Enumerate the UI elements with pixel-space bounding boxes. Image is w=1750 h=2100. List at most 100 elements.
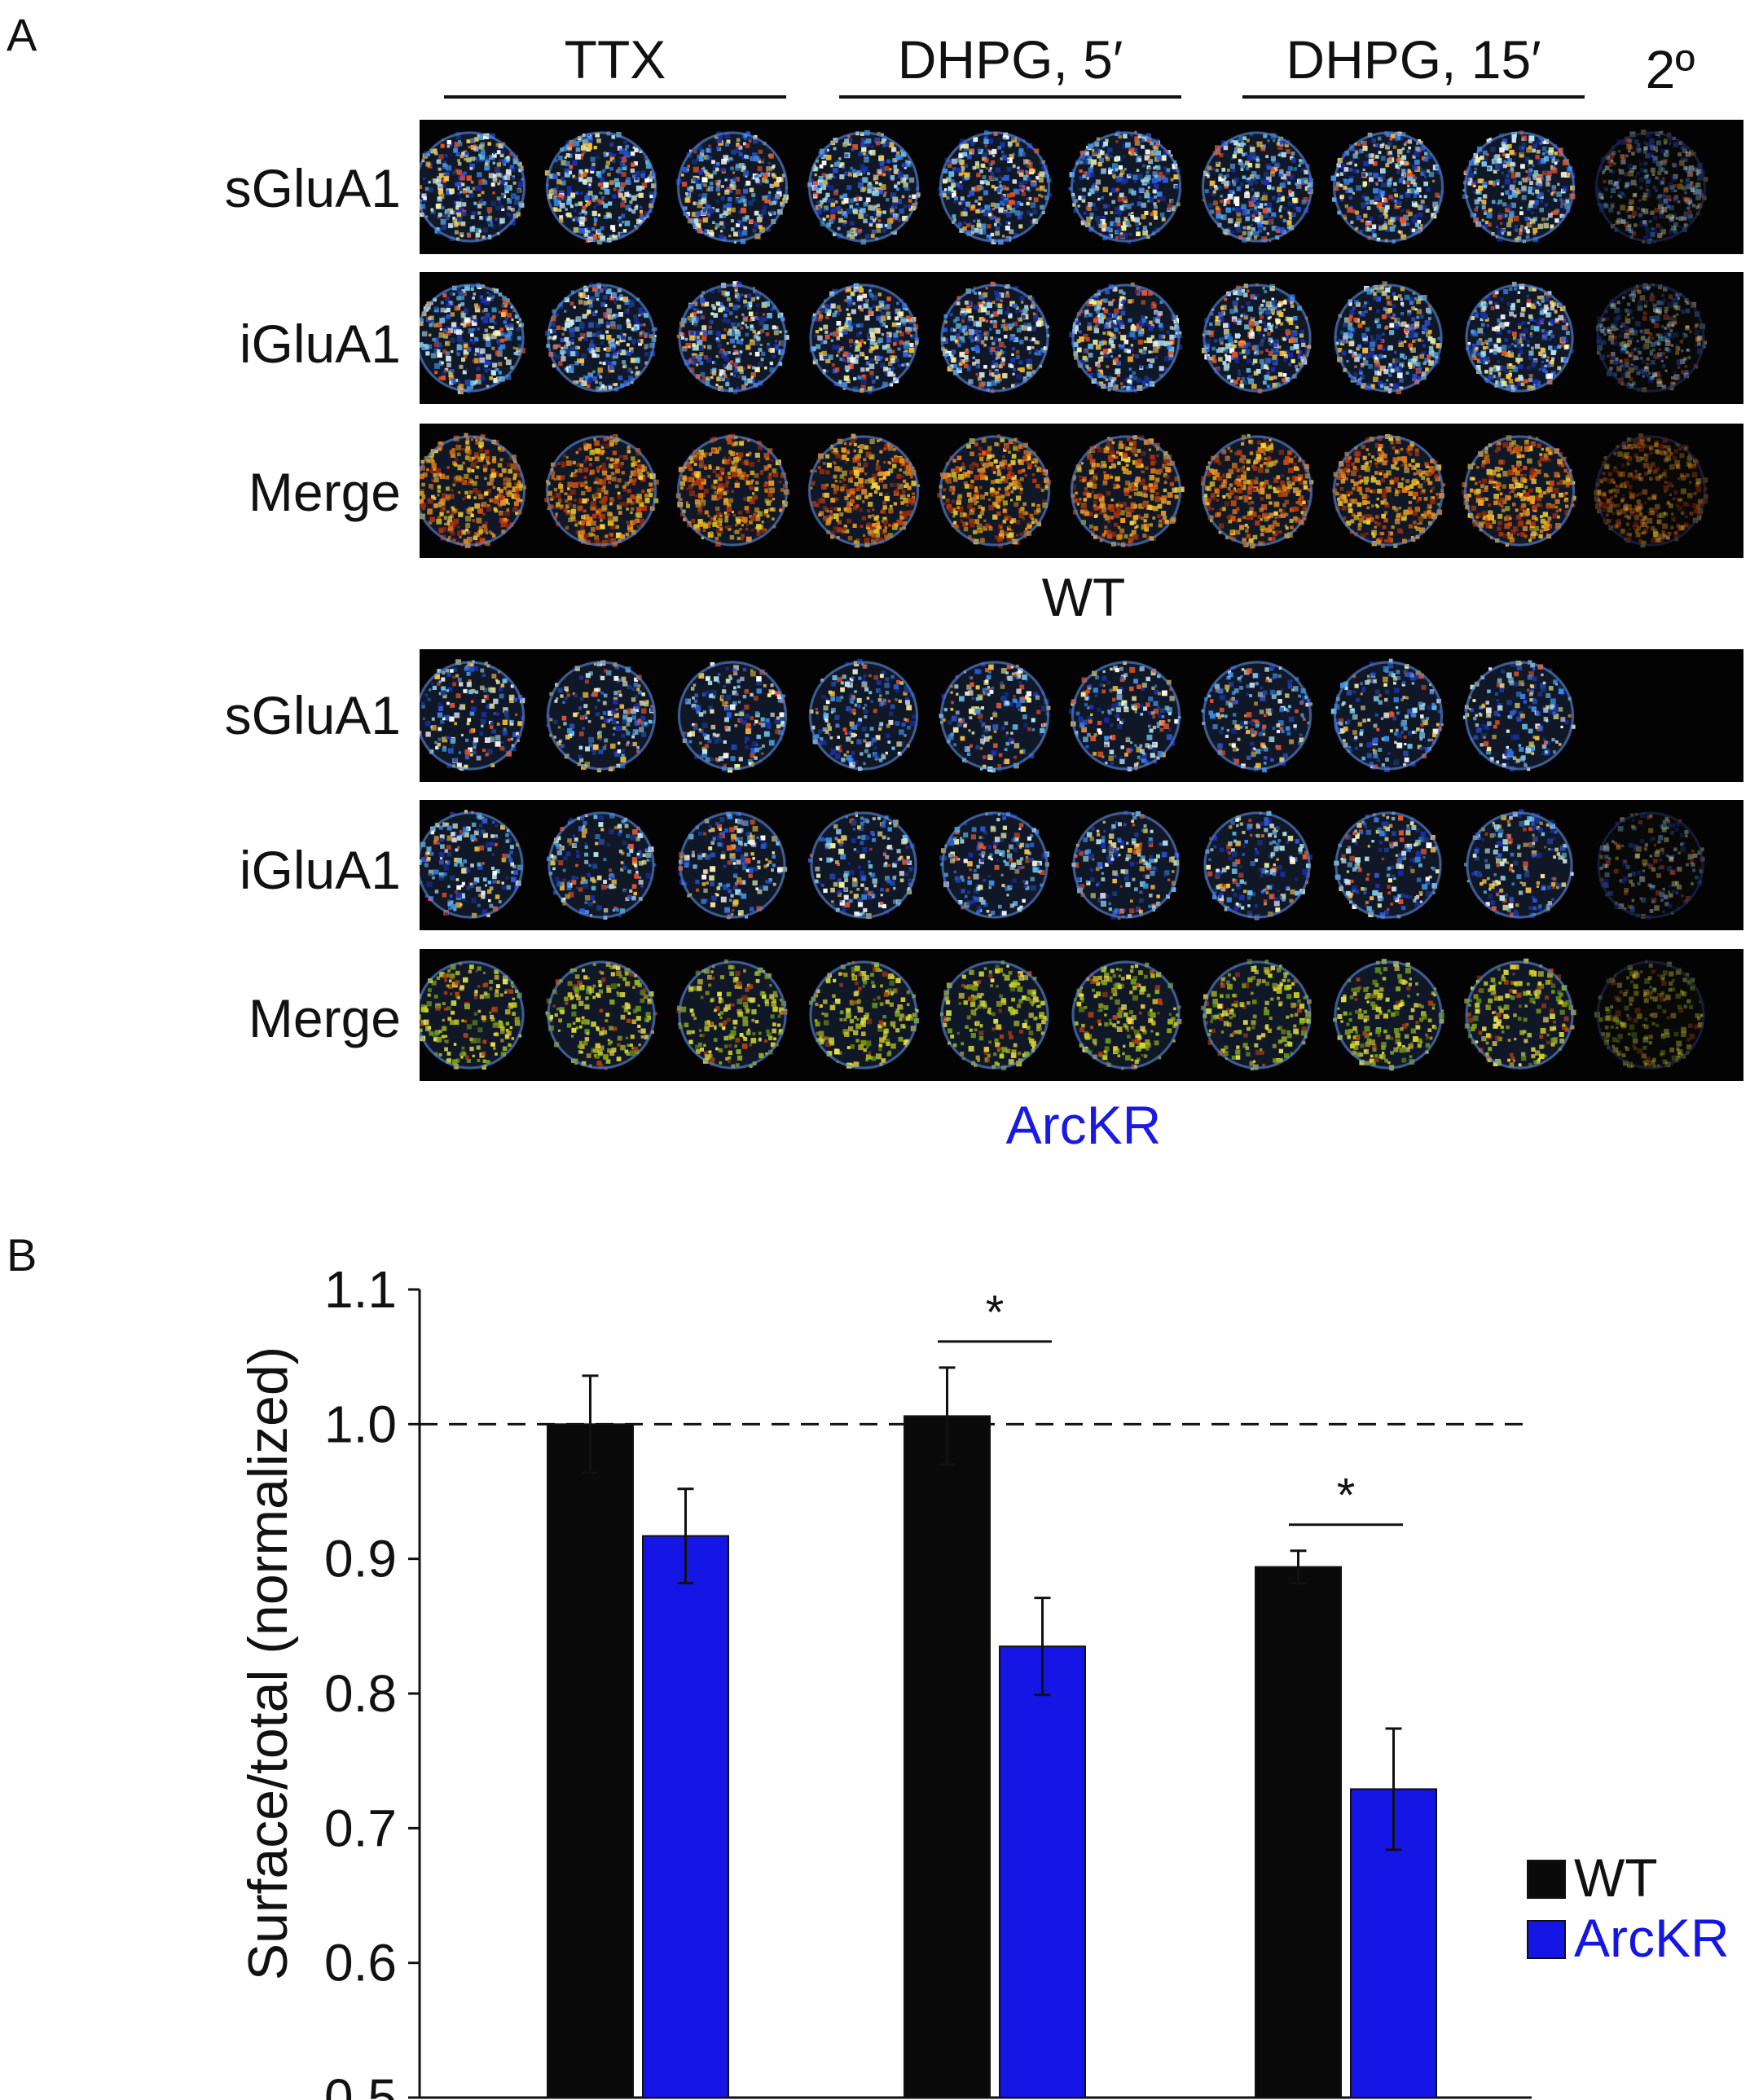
- header-dhpg-15: DHPG, 15′: [1286, 29, 1541, 90]
- arckr-row-label-merge: Merge: [248, 988, 401, 1048]
- well-image: [546, 660, 657, 773]
- y-tick-label: 0.6: [324, 1934, 397, 1992]
- well-image: [414, 659, 525, 771]
- well-image: [937, 434, 1051, 549]
- well-image: [1465, 281, 1575, 393]
- well-image: [675, 131, 789, 244]
- well-image: [547, 811, 657, 920]
- well-image: [940, 281, 1050, 393]
- bar-wt: [1255, 1566, 1342, 2098]
- well-image: [1333, 959, 1444, 1071]
- wt-merge-image-strip: [412, 424, 1743, 558]
- bar-wt: [547, 1423, 634, 2099]
- well-image: [939, 661, 1051, 773]
- well-image: [544, 131, 658, 245]
- well-image: [1203, 811, 1312, 920]
- well-image: [809, 283, 920, 394]
- well-image: [416, 960, 525, 1070]
- header-dhpg-5: DHPG, 5′: [897, 29, 1123, 90]
- well-image: [1200, 959, 1312, 1070]
- well-image: [1594, 960, 1705, 1070]
- well-image: [676, 281, 789, 395]
- header-ttx: TTX: [564, 29, 666, 90]
- well-image: [677, 661, 788, 773]
- well-image: [1462, 660, 1576, 771]
- well-image: [1462, 130, 1576, 244]
- well-image: [545, 282, 657, 393]
- well-image: [677, 811, 788, 920]
- well-image: [808, 658, 919, 771]
- header-secondary: 2º: [1645, 39, 1695, 99]
- arckr-row-label-sglua1: sGluA1: [224, 685, 401, 745]
- y-tick-label: 0.9: [324, 1530, 397, 1588]
- arckr-row-label-iglua1: iGluA1: [239, 840, 401, 900]
- well-image: [1201, 283, 1312, 393]
- well-image: [1330, 131, 1444, 244]
- panel-b-letter: B: [7, 1229, 37, 1281]
- wt-row-label-sglua1: sGluA1: [224, 158, 401, 218]
- well-image: [938, 130, 1052, 245]
- group-label-wt: WT: [1041, 567, 1126, 627]
- well-image: [544, 434, 659, 548]
- group-label-arckr: ArcKR: [1005, 1095, 1162, 1155]
- bar-arckr: [999, 1645, 1086, 2098]
- well-image: [1201, 131, 1313, 243]
- arckr-sglua1-image-strip: [414, 649, 1743, 782]
- y-tick-label: 1.1: [324, 1260, 397, 1319]
- well-image: [1462, 435, 1576, 547]
- well-image: [412, 433, 527, 548]
- y-axis-label: Surface/total (normalized): [237, 1347, 299, 1981]
- well-image: [1071, 960, 1182, 1070]
- well-image: [676, 959, 788, 1070]
- panel-a-letter: A: [7, 9, 37, 60]
- wt-sglua1-image-strip: [414, 120, 1743, 254]
- significance-asterisk: *: [986, 1286, 1005, 1339]
- well-image: [1594, 433, 1708, 548]
- significance-asterisk: *: [1337, 1470, 1356, 1522]
- well-image: [1334, 281, 1443, 394]
- well-image: [414, 131, 526, 243]
- well-image: [675, 433, 789, 547]
- header-dhpg-15-line: [1242, 95, 1585, 99]
- legend-label-wt: WT: [1574, 1847, 1658, 1908]
- y-tick-label: 0.5: [324, 2068, 397, 2100]
- header-ttx-line: [444, 95, 786, 99]
- well-image: [1332, 434, 1446, 548]
- well-image: [1330, 658, 1444, 772]
- well-image: [1200, 434, 1314, 549]
- wt-iglua1-image-strip: [415, 272, 1743, 404]
- well-image: [1069, 282, 1183, 393]
- well-image: [807, 811, 917, 919]
- legend-swatch-arckr: [1527, 1920, 1566, 1959]
- bar-arckr: [642, 1535, 729, 2098]
- well-image: [1070, 435, 1185, 547]
- well-image: [807, 433, 921, 548]
- well-image: [1069, 661, 1181, 771]
- well-image: [1068, 130, 1182, 244]
- y-tick-label: 1.0: [324, 1395, 397, 1453]
- wt-row-label-iglua1: iGluA1: [239, 314, 401, 374]
- bar-wt: [904, 1415, 991, 2098]
- well-image: [808, 960, 920, 1070]
- well-image: [545, 960, 657, 1070]
- well-image: [1334, 811, 1442, 919]
- arckr-iglua1-image-strip: [414, 800, 1743, 930]
- arckr-merge-image-strip: [416, 949, 1743, 1081]
- header-dhpg-5-line: [839, 95, 1181, 99]
- well-image: [1201, 661, 1312, 773]
- well-image: [1595, 283, 1707, 393]
- well-image: [1594, 130, 1708, 244]
- well-image: [807, 130, 921, 245]
- y-tick-label: 0.8: [324, 1664, 397, 1723]
- bar-chart: Surface/total (normalized) 0.5 0.6 0.7 0.8 0…: [237, 1260, 1730, 2100]
- well-image: [939, 960, 1049, 1070]
- well-image: [939, 811, 1050, 919]
- legend-label-arckr: ArcKR: [1574, 1908, 1730, 1968]
- well-image: [1464, 958, 1576, 1070]
- well-image: [1464, 809, 1574, 919]
- well-image: [1071, 811, 1180, 920]
- wt-row-label-merge: Merge: [248, 462, 401, 522]
- well-image: [415, 283, 525, 394]
- well-image: [1597, 811, 1705, 920]
- legend-swatch-wt: [1527, 1860, 1566, 1899]
